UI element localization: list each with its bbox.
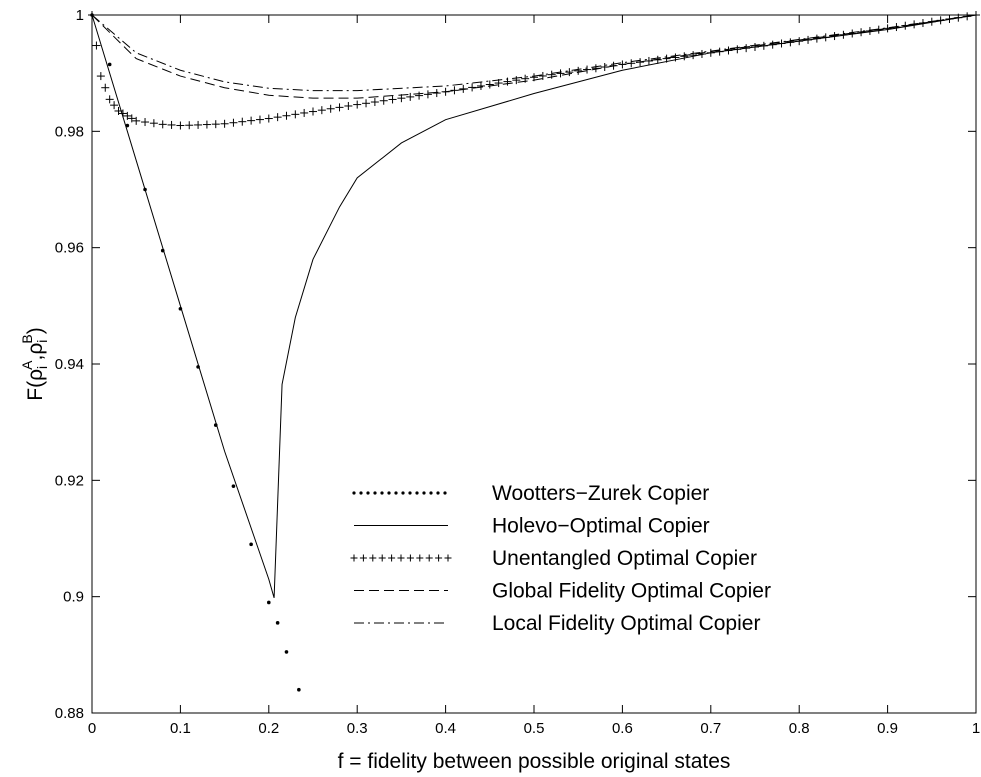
wootters-zurek-point [267, 600, 271, 605]
legend-label: Local Fidelity Optimal Copier [492, 612, 760, 635]
legend-label: Wootters−Zurek Copier [492, 482, 709, 505]
series-5 [91, 14, 977, 92]
x-axis-label: f = fidelity between possible original s… [338, 750, 731, 773]
series-4-line [91, 14, 977, 99]
y-tick-label: 0.96 [55, 240, 84, 257]
legend-swatch-dot [415, 491, 419, 495]
legend: Wootters−Zurek Copier Holevo−Optimal Copi… [350, 482, 771, 635]
y-tick-label: 0.92 [55, 472, 84, 489]
plot-frame [91, 14, 977, 714]
x-tick-label: 0.3 [347, 720, 368, 737]
series-2 [91, 14, 977, 598]
legend-swatch-dot [422, 491, 426, 495]
legend-swatch-dot [429, 491, 433, 495]
x-tick-label: 0.5 [524, 720, 545, 737]
y-tick-label: 0.88 [55, 705, 84, 722]
legend-entry-4: Global Fidelity Optimal Copier [354, 580, 771, 603]
legend-label: Holevo−Optimal Copier [492, 515, 710, 538]
legend-swatch-dot [380, 491, 384, 495]
series-4 [91, 14, 977, 99]
wootters-zurek-point [297, 687, 301, 692]
x-tick-label: 0.1 [170, 720, 191, 737]
legend-entry-1: Wootters−Zurek Copier [352, 482, 709, 505]
x-tick-label: 0.7 [700, 720, 721, 737]
series-5-line [91, 14, 977, 92]
legend-swatch-dot [408, 491, 412, 495]
x-tick-label: 0 [88, 720, 96, 737]
wootters-zurek-point [249, 542, 253, 547]
legend-label: Global Fidelity Optimal Copier [492, 580, 771, 603]
wootters-zurek-point [125, 123, 130, 128]
legend-label: Unentangled Optimal Copier [492, 547, 757, 570]
legend-swatch-dot [366, 491, 370, 495]
legend-entry-2: Holevo−Optimal Copier [354, 515, 710, 538]
series-layer [88, 11, 980, 692]
y-tick-label: 1 [76, 7, 84, 24]
legend-swatch-dot [359, 491, 363, 495]
y-axis-label: F(ρiA,ρiB) [19, 327, 50, 401]
x-tick-label: 0.6 [612, 720, 633, 737]
y-tick-label: 0.94 [55, 356, 84, 373]
y-tick-label: 0.9 [63, 589, 84, 606]
x-tick-label: 1 [972, 720, 980, 737]
legend-swatch-dot [352, 491, 356, 495]
legend-entry-3: Unentangled Optimal Copier [350, 547, 757, 570]
series-3 [88, 11, 980, 130]
legend-swatch-dot [373, 491, 377, 495]
wootters-zurek-point [275, 621, 280, 625]
legend-entry-5: Local Fidelity Optimal Copier [354, 612, 760, 635]
series-2-line [91, 14, 977, 598]
legend-swatch-dot [394, 491, 398, 495]
wootters-zurek-point [107, 62, 112, 67]
legend-swatch-dot [387, 491, 391, 495]
axis-ticks: 0 0.1 0.2 0.3 0.4 0.5 0.6 0.7 0.8 0.9 1 0.88 0.9 0.92… [55, 7, 980, 737]
wootters-zurek-point [231, 484, 236, 488]
x-tick-label: 0.4 [435, 720, 456, 737]
y-tick-label: 0.98 [55, 123, 84, 140]
legend-swatch-dot [401, 491, 405, 495]
svg-text:F(ρiA,ρiB): F(ρiA,ρiB) [19, 327, 50, 401]
wootters-zurek-point [284, 650, 289, 654]
x-tick-label: 0.8 [789, 720, 810, 737]
legend-swatch-dot [436, 491, 440, 495]
x-tick-label: 0.2 [258, 720, 279, 737]
legend-swatch-dot [443, 491, 447, 495]
x-tick-label: 0.9 [877, 720, 898, 737]
